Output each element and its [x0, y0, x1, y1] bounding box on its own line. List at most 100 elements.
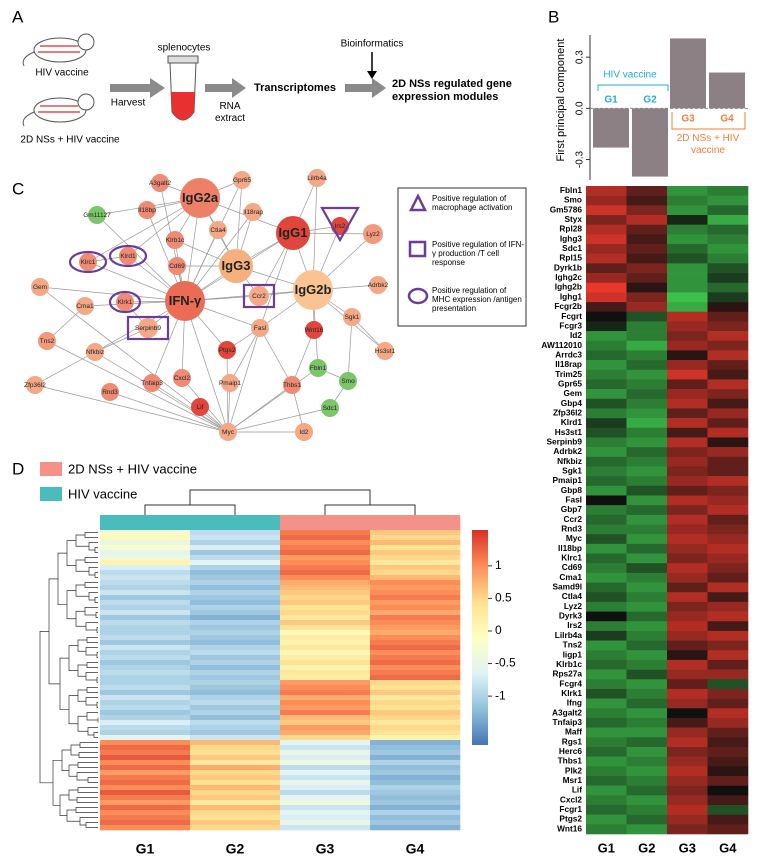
heatmap-cell	[626, 669, 668, 680]
heatmap-cell	[707, 195, 749, 206]
network-edge	[229, 327, 261, 384]
heatmap-cell	[667, 524, 708, 535]
heatmap-cell	[586, 321, 627, 332]
y-axis-label: First principal component	[555, 39, 567, 162]
heatmap-cell	[667, 273, 708, 284]
heatmap-cell	[626, 766, 668, 777]
row-dendrogram	[39, 631, 53, 784]
heatmap-cell	[707, 582, 749, 593]
category-label: G1	[604, 95, 618, 106]
row-label: Maff	[565, 727, 582, 737]
highlight-rect	[242, 283, 276, 309]
legend-triangle	[408, 193, 428, 212]
heatmap-cell	[707, 476, 749, 487]
row-label: Cxcl2	[560, 794, 583, 804]
network-node	[219, 249, 253, 283]
y-tick-label: -0.3	[575, 150, 586, 168]
heatmap-cell	[707, 737, 749, 748]
network-node	[86, 343, 104, 361]
heatmap-cell	[626, 824, 668, 835]
step-label: RNA extract	[214, 101, 245, 124]
heatmap-cell	[190, 775, 281, 781]
heatmap-cell	[190, 615, 281, 621]
network-edge	[227, 407, 331, 433]
network-edge	[227, 327, 261, 433]
heatmap-cell	[190, 705, 281, 711]
network-node	[308, 169, 326, 187]
heatmap-cell	[586, 640, 627, 651]
heatmap-cell	[626, 804, 668, 815]
heatmap-cell	[370, 535, 461, 541]
heatmap-cell	[190, 555, 281, 561]
legend-square	[408, 240, 427, 258]
heatmap-cell	[667, 427, 708, 438]
network-node	[321, 399, 339, 417]
heatmap-cell	[667, 418, 708, 429]
heatmap-cell	[280, 610, 371, 616]
network-node	[79, 253, 97, 271]
heatmap-cell	[586, 698, 627, 709]
node-label: Wnt16	[305, 327, 324, 334]
heatmap-cell	[626, 601, 668, 612]
heatmap-cell	[667, 369, 708, 380]
heatmap-cell	[370, 670, 461, 676]
heatmap-cell	[370, 730, 461, 736]
heatmap-cell	[667, 224, 708, 235]
heatmap-cell	[370, 825, 461, 831]
heatmap-cell	[626, 534, 668, 545]
heatmap-cell	[280, 550, 371, 556]
tube-content	[171, 92, 195, 120]
heatmap-cell	[190, 820, 281, 826]
network-edge	[39, 286, 186, 302]
row-label: Trim25	[555, 369, 582, 379]
heatmap-cell	[667, 804, 708, 815]
heatmap-cell	[586, 543, 627, 554]
network-edge	[96, 214, 186, 302]
row-label: Klrd1	[561, 417, 583, 427]
column-annotation	[190, 515, 281, 530]
heatmap-cell	[586, 572, 627, 583]
node-label: Serpinb9	[135, 325, 161, 332]
highlight-rect	[126, 315, 170, 341]
row-label: Rnd3	[561, 524, 582, 534]
heatmap-cell	[370, 675, 461, 681]
heatmap-cell	[280, 765, 371, 771]
heatmap-cell	[280, 615, 371, 621]
heatmap-cell	[667, 398, 708, 409]
heatmap-cell	[280, 760, 371, 766]
heatmap-cell	[190, 625, 281, 631]
heatmap-cell	[626, 244, 668, 255]
heatmap-cell	[586, 795, 627, 806]
heatmap-cell	[100, 640, 191, 646]
heatmap-cell	[626, 485, 668, 496]
row-label: Styx	[564, 214, 582, 224]
heatmap-cell	[707, 350, 749, 361]
heatmap-cell	[100, 685, 191, 691]
heatmap-cell	[707, 630, 749, 641]
heatmap-cell	[280, 780, 371, 786]
column-label: G3	[316, 841, 335, 857]
heatmap-cell	[707, 311, 749, 322]
heatmap-cell	[370, 760, 461, 766]
node-label: Lif	[197, 404, 204, 411]
mouse-mark	[38, 45, 80, 53]
heatmap-cell	[100, 730, 191, 736]
heatmap-cell	[100, 670, 191, 676]
heatmap-cell	[100, 665, 191, 671]
annotation: HIV vaccine	[603, 70, 657, 81]
heatmap-cell	[626, 563, 668, 574]
heatmap-cell	[586, 418, 627, 429]
heatmap-cell	[626, 582, 668, 593]
heatmap-cell	[707, 321, 749, 332]
heatmap-cell	[190, 815, 281, 821]
heatmap-cell	[190, 645, 281, 651]
heatmap-cell	[586, 195, 627, 206]
heatmap-cell	[280, 785, 371, 791]
heatmap-cell	[626, 543, 668, 554]
highlight-triangle	[320, 206, 360, 243]
heatmap-cell	[190, 530, 281, 536]
network-edge	[46, 340, 229, 433]
row-label: Fcgrt	[561, 311, 582, 321]
network-node	[116, 293, 134, 311]
colorbar-tick-label: -0.5	[495, 656, 516, 670]
